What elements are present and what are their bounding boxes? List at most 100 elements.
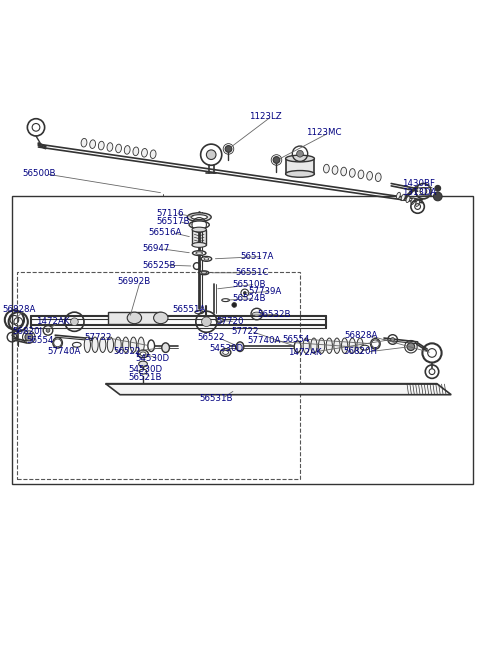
Ellipse shape (189, 221, 209, 229)
Ellipse shape (294, 341, 301, 352)
Ellipse shape (192, 251, 206, 255)
Circle shape (273, 157, 280, 163)
Bar (108, 312, 161, 324)
Text: 56828A: 56828A (2, 305, 36, 314)
Ellipse shape (236, 342, 244, 352)
Ellipse shape (358, 170, 364, 179)
Circle shape (297, 151, 303, 157)
Ellipse shape (324, 164, 329, 173)
Ellipse shape (92, 337, 98, 352)
Circle shape (202, 317, 211, 327)
Text: 56510B: 56510B (232, 280, 266, 289)
Ellipse shape (124, 145, 130, 154)
Ellipse shape (222, 299, 229, 301)
Text: 56522: 56522 (198, 333, 225, 342)
Circle shape (225, 145, 232, 153)
Ellipse shape (142, 149, 147, 157)
Bar (286, 159, 314, 174)
Text: 56525B: 56525B (142, 261, 176, 270)
Text: 56500B: 56500B (23, 170, 56, 178)
Ellipse shape (84, 337, 90, 352)
Text: 56524B: 56524B (232, 294, 266, 303)
Ellipse shape (195, 310, 204, 314)
Text: 57739A: 57739A (249, 287, 282, 296)
Text: 54530D: 54530D (209, 344, 243, 353)
Ellipse shape (406, 196, 410, 202)
Ellipse shape (360, 345, 369, 350)
Ellipse shape (127, 312, 142, 324)
Ellipse shape (98, 141, 104, 150)
Ellipse shape (371, 339, 380, 349)
Text: 56554: 56554 (282, 335, 310, 343)
Ellipse shape (107, 143, 113, 151)
Ellipse shape (311, 338, 317, 354)
Text: 56820H: 56820H (344, 348, 378, 356)
Bar (192, 230, 206, 245)
Ellipse shape (220, 348, 231, 356)
Ellipse shape (187, 213, 211, 221)
Ellipse shape (115, 337, 121, 352)
Text: 56992B: 56992B (117, 277, 150, 286)
Text: 56522: 56522 (113, 347, 141, 356)
Circle shape (206, 150, 216, 160)
Ellipse shape (100, 337, 106, 352)
Circle shape (71, 318, 78, 326)
Circle shape (407, 343, 415, 350)
Ellipse shape (375, 173, 381, 181)
Ellipse shape (411, 198, 415, 204)
Ellipse shape (357, 338, 363, 354)
Ellipse shape (139, 369, 147, 374)
Ellipse shape (196, 252, 203, 254)
Ellipse shape (140, 352, 146, 356)
Bar (12, 195, 473, 483)
Text: 57740A: 57740A (248, 337, 281, 345)
Ellipse shape (216, 318, 224, 322)
Ellipse shape (139, 361, 147, 367)
Ellipse shape (303, 338, 310, 354)
Ellipse shape (138, 337, 144, 352)
Text: 56947: 56947 (142, 244, 169, 253)
Text: 1123LZ: 1123LZ (249, 112, 281, 121)
Text: 56517B: 56517B (156, 217, 190, 227)
Circle shape (433, 192, 442, 201)
Ellipse shape (334, 338, 340, 354)
Ellipse shape (349, 338, 355, 354)
Circle shape (435, 185, 441, 191)
Ellipse shape (252, 312, 261, 316)
Ellipse shape (201, 257, 212, 261)
Circle shape (232, 303, 237, 307)
Ellipse shape (191, 215, 207, 219)
Ellipse shape (401, 195, 405, 200)
Ellipse shape (154, 312, 168, 324)
Ellipse shape (53, 337, 62, 348)
Text: 56551C: 56551C (235, 269, 269, 277)
Ellipse shape (286, 170, 314, 178)
Circle shape (391, 337, 395, 341)
Text: 56554: 56554 (26, 336, 53, 345)
Ellipse shape (138, 350, 148, 358)
Ellipse shape (341, 338, 348, 354)
Text: 56521B: 56521B (129, 373, 162, 382)
Ellipse shape (326, 338, 333, 354)
Text: 1123MC: 1123MC (306, 128, 342, 137)
Ellipse shape (192, 227, 206, 232)
Ellipse shape (148, 340, 155, 352)
Circle shape (243, 291, 246, 294)
Ellipse shape (123, 337, 129, 352)
Text: 56517A: 56517A (240, 252, 274, 261)
Text: 56551A: 56551A (173, 305, 206, 314)
Ellipse shape (286, 155, 314, 162)
Ellipse shape (416, 200, 420, 206)
Bar (17, 272, 300, 479)
Ellipse shape (396, 193, 400, 198)
Ellipse shape (72, 343, 81, 347)
Text: 57722: 57722 (232, 327, 259, 336)
Circle shape (25, 333, 33, 341)
Text: 1430BF: 1430BF (402, 179, 435, 188)
Ellipse shape (107, 337, 113, 352)
Circle shape (46, 328, 50, 332)
Text: 1313DA: 1313DA (402, 187, 437, 196)
Text: 56828A: 56828A (345, 331, 378, 340)
Ellipse shape (150, 150, 156, 159)
Text: 1472AK: 1472AK (288, 348, 322, 357)
